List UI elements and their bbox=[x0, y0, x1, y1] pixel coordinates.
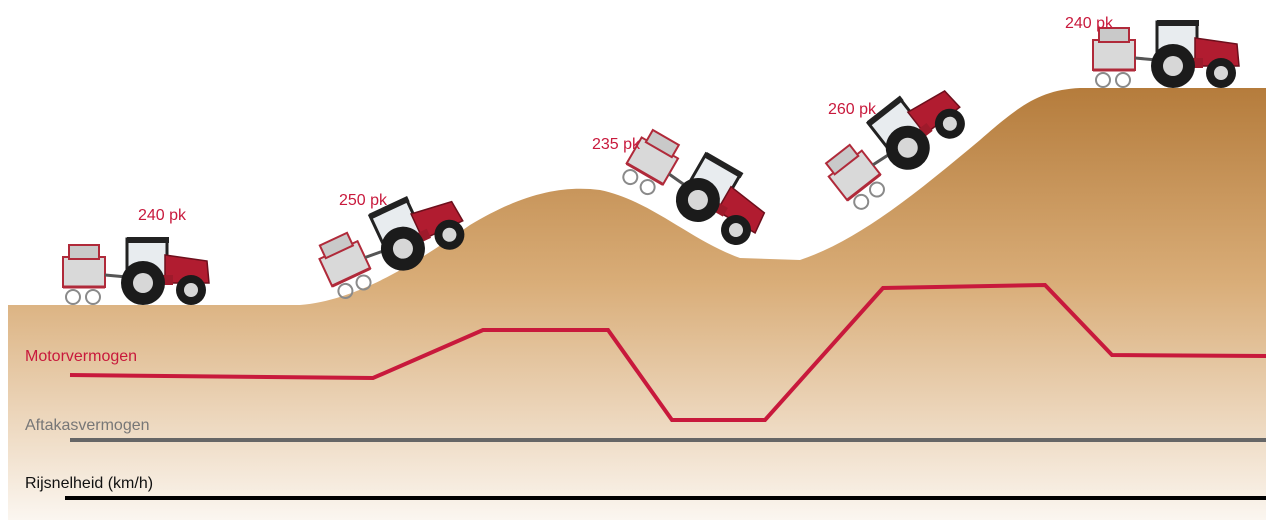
power-label: 260 pk bbox=[828, 101, 877, 118]
power-label: 240 pk bbox=[1065, 15, 1114, 32]
engine-power-label: Motorvermogen bbox=[25, 348, 137, 365]
pto-power-label: Aftakasvermogen bbox=[25, 417, 150, 434]
tractor bbox=[1093, 20, 1239, 88]
terrain-diagram: 240 pk 250 pk 235 pk 260 pk 240 pk Motor… bbox=[0, 0, 1266, 520]
power-label: 240 pk bbox=[138, 207, 187, 224]
power-label: 250 pk bbox=[339, 192, 388, 209]
tractor bbox=[63, 237, 209, 305]
speed-label: Rijsnelheid (km/h) bbox=[25, 475, 153, 492]
power-label: 235 pk bbox=[592, 136, 641, 153]
